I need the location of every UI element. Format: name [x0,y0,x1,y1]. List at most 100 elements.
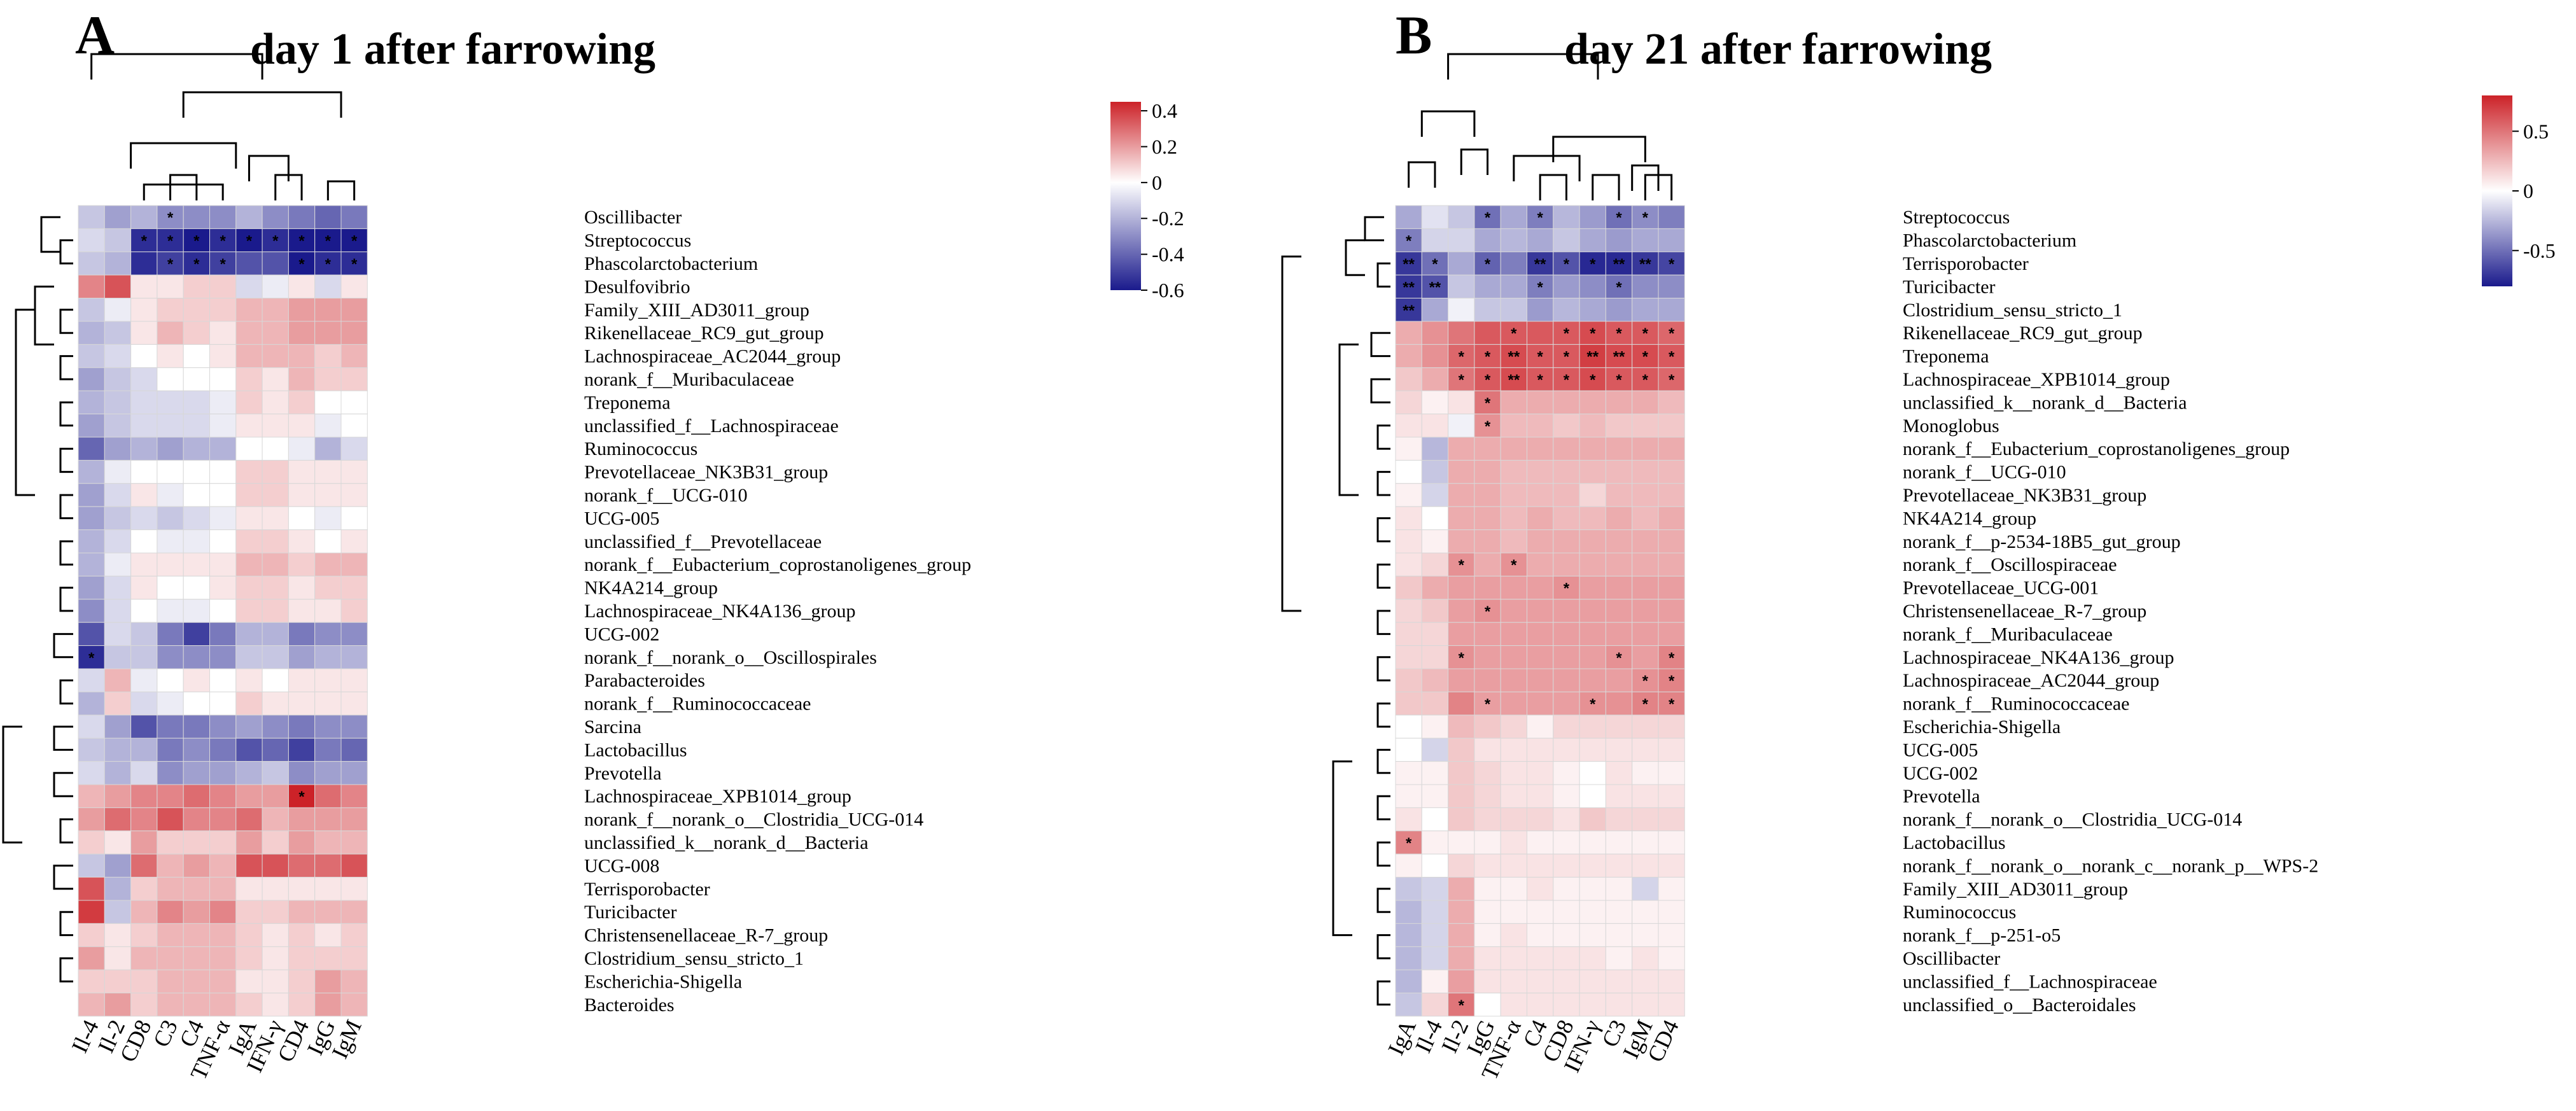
heatmap-cell [104,645,132,669]
heatmap-cell [130,437,158,461]
heatmap-cell [78,807,105,832]
heatmap-cell [1553,877,1580,901]
significance-marker: * [220,233,226,250]
heatmap-cell [1632,645,1659,669]
heatmap-cell [104,459,132,484]
heatmap-cell [1421,761,1449,785]
row-label: Prevotellaceae_NK3B31_group [584,462,828,483]
heatmap-cell [1579,737,1606,762]
row-dendrogram-branch [1376,980,1390,1006]
heatmap-cell [209,807,237,832]
heatmap-cell [157,784,184,808]
heatmap-cell [130,715,158,739]
significance-marker: * [1511,557,1517,574]
heatmap-cell [1500,830,1527,855]
heatmap-cell [183,993,211,1017]
heatmap-cell [1421,459,1449,484]
heatmap-cell [340,923,368,947]
heatmap-cell [1395,830,1422,855]
heatmap-cell [1395,668,1422,692]
heatmap-cell [262,552,289,576]
heatmap-cell [1527,414,1554,438]
heatmap-cell [78,622,105,646]
heatmap-cell [183,552,211,576]
heatmap-cell [340,321,368,345]
heatmap-cell [1632,946,1659,970]
heatmap-cell [235,877,263,901]
significance-marker: * [1485,395,1491,412]
colorbar-tick-label: 0.4 [1152,99,1177,122]
row-dendrogram-branch [59,540,73,566]
heatmap-cell [104,274,132,299]
heatmap-cell [183,599,211,623]
significance-marker: * [272,233,279,250]
heatmap-cell [1527,715,1554,739]
heatmap-cell [1395,807,1422,832]
heatmap-cell [130,367,158,391]
heatmap-cell [1658,205,1685,229]
heatmap-cell [1448,691,1475,716]
heatmap-cell [235,900,263,924]
heatmap-cell [1632,552,1659,576]
heatmap-cell [1448,993,1475,1017]
heatmap-cell [209,274,237,299]
heatmap-cell [1421,390,1449,415]
heatmap-cell [130,784,158,808]
significance-marker: ** [1639,256,1651,273]
heatmap-cell [1395,946,1422,970]
heatmap-cell [183,691,211,716]
heatmap-cell [1605,877,1633,901]
heatmap-cell [209,298,237,322]
heatmap-cell [262,367,289,391]
colorbar-tick-label: -0.4 [1152,243,1184,266]
heatmap-cell [78,367,105,391]
heatmap-cell [1448,414,1475,438]
heatmap-cell [1500,715,1527,739]
heatmap-cell [1658,298,1685,322]
heatmap-cell [78,993,105,1017]
heatmap-cell [262,529,289,554]
heatmap-cell [1448,205,1475,229]
heatmap-cell [104,552,132,576]
row-label: norank_f__Oscillospiraceae [1903,554,2117,575]
panel-a-title: day 1 after farrowing [250,25,655,74]
heatmap-cell [209,969,237,994]
significance-marker: ** [1586,349,1599,366]
heatmap-cell [1658,344,1685,368]
heatmap-cell [262,390,289,415]
heatmap-cell [209,923,237,947]
row-label: Lachnospiraceae_XPB1014_group [584,786,851,807]
heatmap-cell [1500,668,1527,692]
significance-marker: * [1642,673,1649,690]
heatmap-cell [183,830,211,855]
heatmap-cell [209,529,237,554]
heatmap-cell [1527,529,1554,554]
heatmap-cell [1448,923,1475,947]
row-label: Treponema [1903,346,1989,367]
heatmap-cell [235,737,263,762]
heatmap-cell [183,807,211,832]
heatmap-cell [78,645,105,669]
significance-marker: * [1459,372,1465,389]
heatmap-cell [1421,414,1449,438]
heatmap-cell [1474,923,1501,947]
heatmap-cell [1553,784,1580,808]
row-label: Turicibacter [584,902,677,923]
heatmap-cell [104,853,132,878]
heatmap-cell [1553,367,1580,391]
heatmap-cell [1395,414,1422,438]
heatmap-cell [1500,483,1527,507]
heatmap-cell [1527,923,1554,947]
heatmap-cell [1421,205,1449,229]
heatmap-cell [1632,298,1659,322]
heatmap-cell [262,274,289,299]
heatmap-cell [288,969,316,994]
significance-marker: * [1616,650,1622,667]
heatmap-cell [288,274,316,299]
heatmap-cell [288,737,316,762]
heatmap-cell [1658,737,1685,762]
row-dendrogram-branch [59,957,73,982]
heatmap-cell [78,877,105,901]
heatmap-cell [1605,923,1633,947]
heatmap-cell [130,205,158,229]
